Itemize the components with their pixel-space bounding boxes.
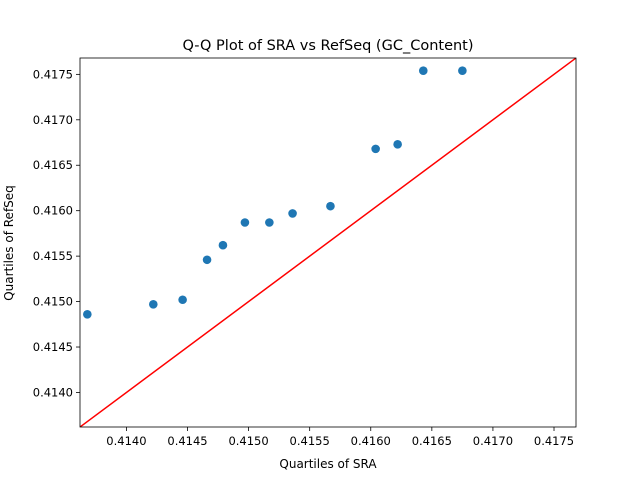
scatter-points [83, 66, 467, 319]
y-tick-label: 0.4150 [33, 295, 73, 309]
data-point [326, 201, 335, 211]
data-point [218, 240, 228, 250]
x-tick-label: 0.4170 [473, 434, 513, 448]
data-point [371, 144, 380, 154]
data-point [458, 66, 467, 76]
x-tick-label: 0.4155 [290, 434, 330, 448]
y-tick-label: 0.4155 [33, 249, 73, 263]
data-point [265, 218, 274, 227]
y-axis-label: Quartiles of RefSeq [2, 185, 16, 301]
x-tick-label: 0.4150 [228, 434, 268, 448]
plot-content [80, 58, 576, 427]
y-tick-label: 0.4165 [33, 158, 73, 172]
x-axis-ticks: 0.4140 0.4145 0.4150 0.4155 0.4160 0.4165 0.41… [106, 427, 574, 448]
x-tick-label: 0.4145 [167, 434, 207, 448]
x-tick-label: 0.4165 [412, 434, 452, 448]
y-tick-label: 0.4140 [33, 385, 73, 399]
x-tick-label: 0.4175 [534, 434, 574, 448]
y-tick-label: 0.4175 [33, 67, 73, 81]
data-point [393, 140, 402, 149]
y-tick-label: 0.4145 [33, 340, 73, 354]
chart-title: Q-Q Plot of SRA vs RefSeq (GC_Content) [182, 38, 473, 54]
data-point [149, 300, 158, 309]
x-tick-label: 0.4140 [106, 434, 146, 448]
data-point [240, 218, 250, 227]
x-axis-label: Quartiles of SRA [279, 457, 377, 471]
reference-line [80, 58, 576, 427]
y-axis-ticks: 0.4140 0.4145 0.4150 0.4155 0.4160 0.4165 0.41… [33, 67, 80, 399]
x-tick-label: 0.4160 [351, 434, 391, 448]
plot-frame [79, 57, 577, 428]
y-tick-label: 0.4170 [33, 113, 73, 127]
data-point [288, 209, 297, 218]
data-point [418, 66, 428, 76]
data-point [202, 255, 212, 265]
data-point [83, 310, 92, 319]
y-tick-label: 0.4160 [33, 204, 73, 218]
data-point [178, 295, 187, 305]
